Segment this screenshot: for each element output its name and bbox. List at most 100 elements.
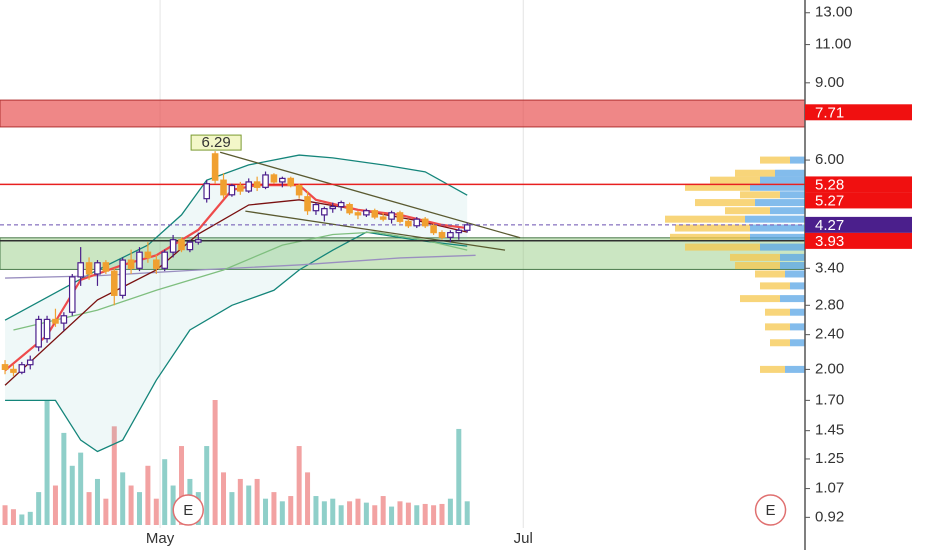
level-label-box xyxy=(805,104,912,121)
candle-body xyxy=(329,206,337,210)
profile-down xyxy=(760,156,790,164)
candle-body xyxy=(279,177,286,183)
level-label-box xyxy=(805,216,912,233)
level-label: 7.71 xyxy=(815,104,844,121)
level-label: 5.27 xyxy=(815,192,844,209)
profile-up xyxy=(745,215,805,223)
candle-body xyxy=(438,232,446,238)
y-tick-label: 13.00 xyxy=(815,4,853,21)
candle-body xyxy=(85,262,93,275)
profile-down xyxy=(765,323,790,331)
volume-bar xyxy=(296,446,302,525)
volume-bar xyxy=(69,465,75,525)
candle-body xyxy=(195,239,202,243)
candle-body xyxy=(253,181,261,188)
y-tick-label: 2.40 xyxy=(815,326,844,343)
indicator-line xyxy=(245,210,506,251)
volume-bar xyxy=(2,505,8,525)
candle-body xyxy=(237,184,244,192)
candle-body xyxy=(18,364,26,373)
profile-down xyxy=(665,215,745,223)
candle-body xyxy=(161,251,168,269)
profile-up xyxy=(780,253,805,261)
profile-up xyxy=(780,191,805,199)
candle-body xyxy=(405,220,412,227)
volume-bar xyxy=(372,505,378,525)
volume-bar xyxy=(145,465,151,525)
profile-down xyxy=(675,224,750,232)
candle-body xyxy=(371,210,379,218)
volume-bar xyxy=(170,485,176,525)
candle-body xyxy=(52,318,59,324)
profile-up xyxy=(755,199,805,207)
volume-bar xyxy=(246,485,252,525)
y-tick-label: 1.45 xyxy=(815,422,844,439)
volume-bar xyxy=(120,472,126,525)
candle-body xyxy=(312,203,320,212)
volume-bar xyxy=(44,400,50,525)
volume-bar xyxy=(86,492,92,525)
volume-bar xyxy=(271,492,277,525)
profile-up xyxy=(785,365,805,373)
candle-body xyxy=(262,174,269,188)
price-axis-bg xyxy=(805,0,932,550)
candle-body xyxy=(43,318,51,340)
peak-label: 6.29 xyxy=(202,134,231,151)
candle-body xyxy=(26,359,34,366)
profile-up xyxy=(750,183,805,191)
candle-body xyxy=(363,210,370,216)
candle-body xyxy=(430,225,437,234)
candle-body xyxy=(203,183,211,200)
candle-body xyxy=(60,315,68,324)
candle-body xyxy=(10,368,17,373)
profile-up xyxy=(780,262,805,270)
earnings-marker xyxy=(172,494,204,526)
y-tick-label: 9.00 xyxy=(815,74,844,91)
profile-up xyxy=(790,282,805,290)
volume-bar xyxy=(288,496,294,525)
volume-bar xyxy=(254,478,260,525)
volume-bar xyxy=(347,501,353,525)
indicator-line xyxy=(219,151,521,239)
volume-bar xyxy=(128,485,134,525)
volume-bar xyxy=(439,503,445,525)
volume-bar xyxy=(279,501,285,525)
x-tick-label: May xyxy=(146,530,175,547)
profile-up xyxy=(750,224,805,232)
profile-down xyxy=(695,199,755,207)
volume-bar xyxy=(456,428,462,525)
profile-up xyxy=(790,339,805,347)
profile-down xyxy=(670,233,750,241)
level-label-box xyxy=(805,232,912,249)
candle-body xyxy=(270,174,278,183)
candle-body xyxy=(136,251,143,269)
volume-bar xyxy=(422,503,428,525)
profile-down xyxy=(740,295,780,303)
candle-body xyxy=(102,262,110,272)
volume-bar xyxy=(61,432,67,525)
candle-body xyxy=(110,270,118,296)
volume-bar xyxy=(204,446,210,525)
volume-bar xyxy=(52,485,58,525)
candle-body xyxy=(245,181,253,192)
candle-body xyxy=(463,224,471,231)
volume-bar xyxy=(305,472,311,525)
indicator-line xyxy=(5,231,468,453)
y-tick-label: 2.00 xyxy=(815,360,844,377)
profile-down xyxy=(755,270,785,278)
profile-down xyxy=(735,169,775,177)
volume-bar xyxy=(153,498,159,525)
volume-bar xyxy=(136,492,142,525)
profile-down xyxy=(685,183,750,191)
volume-bar xyxy=(431,505,437,525)
volume-bar xyxy=(212,400,218,525)
candle-body xyxy=(388,212,395,220)
profile-down xyxy=(760,282,790,290)
candle-body xyxy=(186,241,194,251)
candle-body xyxy=(220,179,227,196)
indicator-line xyxy=(13,231,468,331)
candle-body xyxy=(287,177,295,187)
profile-down xyxy=(740,191,780,199)
